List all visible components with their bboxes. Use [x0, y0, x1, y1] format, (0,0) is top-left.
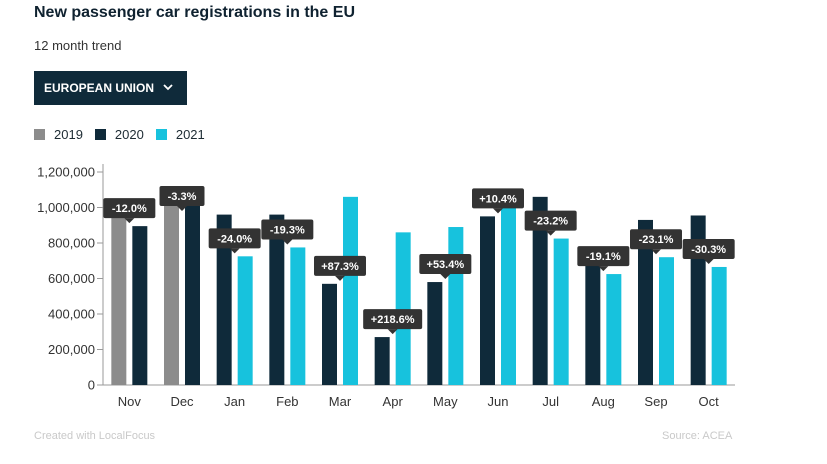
change-label-pointer — [229, 248, 240, 254]
bar-2021-sep — [659, 257, 674, 385]
chart-subtitle: 12 month trend — [34, 38, 122, 53]
bar-2020-sep — [638, 219, 653, 385]
change-label-pointer — [545, 230, 556, 236]
y-tick-label: 200,000 — [48, 342, 95, 357]
change-label-box — [419, 254, 472, 275]
change-label: -19.3% — [270, 224, 305, 236]
legend-item-2020[interactable]: 2020 — [94, 127, 144, 142]
bar-2020-dec — [185, 202, 200, 385]
x-tick-label: Apr — [383, 394, 404, 409]
legend-label-2021: 2021 — [175, 127, 205, 142]
change-label-box — [159, 186, 205, 206]
change-label: -23.2% — [533, 216, 568, 228]
change-label-box — [577, 246, 630, 267]
change-label-pointer — [703, 258, 714, 264]
legend-item-2019[interactable]: 2019 — [34, 127, 83, 142]
change-label: -19.1% — [586, 251, 621, 263]
x-tick-label: Dec — [170, 394, 194, 409]
bar-2020-feb — [269, 214, 285, 385]
change-label: -12.0% — [112, 203, 147, 215]
legend-item-2021[interactable]: 2021 — [155, 127, 205, 142]
x-tick-label: Nov — [118, 394, 142, 409]
y-tick-label: 1,000,000 — [37, 200, 95, 215]
bar-2021-oct — [711, 266, 727, 385]
x-tick-label: Oct — [699, 394, 720, 409]
change-label-pointer — [440, 274, 451, 280]
bar-2021-may — [448, 227, 464, 385]
bar-2020-aug — [585, 246, 601, 385]
x-tick-label: Aug — [592, 394, 615, 409]
bar-2021-feb — [290, 247, 306, 385]
bar-2021-apr — [395, 232, 411, 385]
credit-text: Created with LocalFocus — [34, 430, 156, 442]
bar-2021-jun — [501, 198, 516, 385]
change-label-pointer — [282, 239, 293, 245]
change-label-pointer — [335, 275, 345, 281]
bar-2020-nov — [132, 226, 148, 385]
change-label: +87.3% — [321, 261, 359, 273]
change-label-pointer — [124, 218, 135, 224]
bar-2020-jul — [532, 196, 548, 385]
change-label-box — [363, 309, 423, 330]
bar-2020-apr — [374, 337, 390, 385]
x-tick-label: Mar — [329, 394, 352, 409]
legend-swatch-2020 — [94, 129, 106, 140]
legend-swatch-2021 — [155, 129, 167, 140]
change-label: -3.3% — [168, 191, 197, 203]
change-label-box — [630, 229, 682, 250]
legend: 2019 2020 2021 — [34, 127, 217, 142]
x-tick-label: Jul — [542, 394, 559, 409]
x-tick-label: Sep — [644, 394, 667, 409]
change-label: -30.3% — [691, 244, 726, 256]
change-label-pointer — [598, 266, 609, 272]
change-label-pointer — [177, 206, 187, 211]
change-label: -23.1% — [639, 234, 674, 246]
legend-label-2020: 2020 — [114, 127, 144, 142]
y-tick-label: 600,000 — [48, 271, 95, 286]
change-label-box — [103, 198, 156, 219]
change-label-box — [261, 219, 314, 240]
bar-2021-jan — [237, 256, 253, 385]
change-label-box — [472, 188, 524, 209]
y-tick-label: 0 — [88, 378, 95, 393]
change-label: +53.4% — [427, 259, 465, 271]
chart-title: New passenger car registrations in the E… — [34, 4, 355, 21]
change-label-box — [524, 210, 577, 231]
bar-2021-mar — [343, 196, 358, 385]
x-tick-label: Feb — [276, 394, 298, 409]
region-dropdown-label: EUROPEAN UNION — [44, 81, 155, 95]
bar-2021-jul — [553, 238, 569, 385]
x-tick-label: Jan — [224, 394, 245, 409]
change-label: +218.6% — [371, 314, 415, 326]
chevron-down-icon — [163, 84, 173, 91]
source-text: Source: ACEA — [662, 430, 733, 442]
change-label-box — [208, 228, 261, 249]
y-tick-label: 800,000 — [48, 236, 95, 251]
change-label-pointer — [387, 329, 398, 335]
y-tick-label: 1,200,000 — [37, 165, 95, 180]
legend-swatch-2019 — [34, 129, 45, 140]
change-label-pointer — [651, 249, 661, 255]
change-label-pointer — [493, 208, 503, 214]
bar-2020-mar — [322, 283, 337, 385]
bar-2021-aug — [606, 274, 622, 385]
bar-2019-dec — [164, 195, 179, 385]
bar-2020-jun — [480, 216, 495, 385]
change-label-box — [314, 255, 366, 276]
bar-2019-nov — [111, 203, 127, 385]
x-tick-label: May — [433, 394, 458, 409]
x-tick-label: Jun — [488, 394, 509, 409]
bar-2020-jan — [216, 214, 232, 385]
change-label: -24.0% — [217, 233, 252, 245]
change-label-box — [682, 238, 735, 259]
y-tick-label: 400,000 — [48, 307, 95, 322]
change-label: +10.4% — [479, 193, 517, 205]
region-dropdown[interactable]: EUROPEAN UNION — [34, 71, 187, 105]
bar-2020-may — [427, 282, 443, 385]
legend-label-2019: 2019 — [54, 127, 83, 142]
